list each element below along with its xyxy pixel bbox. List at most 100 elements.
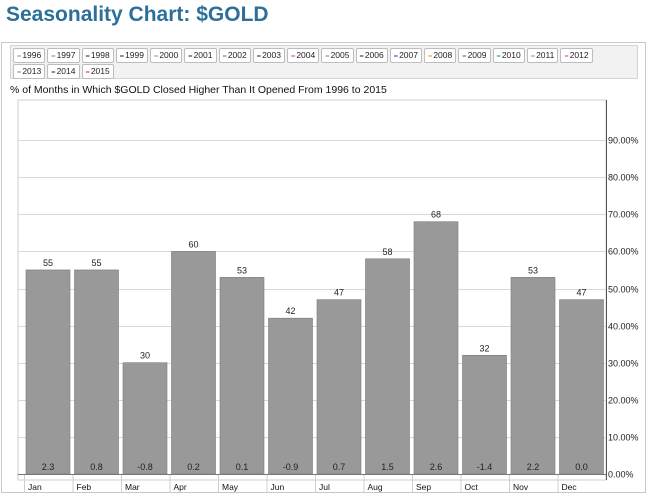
x-tick-label: Nov [513, 482, 529, 492]
legend-year-2012[interactable]: -- 2012 [560, 48, 593, 63]
legend-label: 1999 [125, 50, 144, 60]
legend-swatch: -- [51, 51, 55, 60]
bar [365, 258, 410, 475]
bar [510, 277, 556, 475]
y-tick-label: 60.00% [608, 247, 639, 257]
avg-change-label: -0.8 [137, 462, 153, 472]
legend-label: 1997 [56, 50, 76, 60]
legend-label: 1998 [90, 50, 110, 60]
legend-row: -- 1996 -- 1997 -- 1998 -- 1999 -- 2000 -- 2001 -- 20… [13, 48, 593, 63]
x-tick-label: Apr [174, 482, 187, 492]
bar [122, 362, 168, 475]
y-tick-label: 90.00% [608, 136, 639, 146]
legend-year-2003[interactable]: -- 2003 [252, 48, 285, 63]
legend-swatch: -- [85, 67, 90, 76]
y-tick-label: 70.00% [608, 210, 639, 220]
legend-year-2013[interactable]: -- 2013 [13, 64, 46, 79]
avg-change-label: 2.3 [42, 462, 55, 472]
bar-value-label: 55 [43, 258, 53, 268]
legend-swatch: -- [17, 51, 21, 60]
legend-year-1996[interactable]: -- 1996 [13, 48, 46, 63]
x-tick-label: Jul [319, 482, 330, 492]
page-title: Seasonality Chart: $GOLD [6, 3, 269, 26]
bar [171, 251, 216, 475]
legend-swatch: -- [188, 51, 192, 60]
legend-swatch: -- [325, 51, 329, 60]
avg-change-label: -0.9 [283, 462, 299, 472]
legend-label: 2010 [501, 50, 521, 60]
x-tick-label: Jun [271, 482, 285, 492]
legend-year-2009[interactable]: -- 2009 [458, 48, 491, 63]
bar [559, 299, 604, 475]
legend-year-2002[interactable]: -- 2002 [218, 48, 251, 63]
legend-swatch: -- [154, 51, 158, 60]
y-tick-label: 50.00% [608, 285, 639, 295]
legend-label: 2014 [56, 66, 76, 76]
bar [25, 269, 71, 475]
y-tick-label: 40.00% [608, 322, 639, 332]
legend-year-2005[interactable]: -- 2005 [321, 48, 354, 63]
chart-subtitle: % of Months in Which $GOLD Closed Higher… [10, 84, 387, 96]
legend-year-2008[interactable]: -- 2008 [424, 48, 457, 63]
y-tick-label: 80.00% [608, 173, 639, 183]
legend-swatch: -- [85, 51, 90, 60]
legend-swatch: -- [393, 51, 398, 60]
legend-label: 2008 [433, 50, 453, 60]
year-legend: -- 1996 -- 1997 -- 1998 -- 1999 -- 2000 -- 2001 -- 20… [10, 45, 638, 79]
legend-row: -- 2013 -- 2014 -- 2015 [13, 64, 114, 79]
legend-year-2014[interactable]: -- 2014 [47, 64, 80, 79]
legend-year-1999[interactable]: -- 1999 [115, 48, 148, 63]
bar [413, 221, 459, 475]
legend-swatch: -- [359, 51, 364, 60]
legend-swatch: -- [17, 67, 21, 76]
legend-year-2000[interactable]: -- 2000 [150, 48, 183, 63]
legend-label: 2013 [22, 66, 42, 76]
legend-label: 2007 [399, 50, 418, 60]
legend-swatch: -- [496, 51, 501, 60]
legend-swatch: -- [51, 67, 55, 76]
bar-value-label: 58 [382, 247, 392, 257]
legend-swatch: -- [119, 51, 124, 60]
legend-year-1998[interactable]: -- 1998 [81, 48, 114, 63]
legend-year-2011[interactable]: -- 2011 [526, 48, 559, 63]
y-tick-label: 20.00% [608, 396, 639, 406]
x-tick-label: Oct [465, 482, 479, 492]
legend-label: 2015 [90, 66, 110, 76]
legend-swatch: -- [222, 51, 227, 60]
x-tick-label: Mar [125, 482, 140, 492]
legend-year-1997[interactable]: -- 1997 [47, 48, 80, 63]
bar [74, 269, 119, 475]
x-tick-label: May [222, 482, 239, 492]
avg-change-label: 0.7 [333, 462, 346, 472]
avg-change-label: 1.5 [381, 462, 394, 472]
bar [462, 354, 507, 475]
bar-value-label: 68 [431, 210, 441, 220]
legend-swatch: -- [462, 51, 466, 60]
legend-year-2010[interactable]: -- 2010 [492, 48, 525, 63]
avg-change-label: 0.8 [90, 462, 103, 472]
legend-swatch: -- [256, 51, 261, 60]
legend-year-2015[interactable]: -- 2015 [81, 64, 114, 79]
bar [219, 277, 265, 475]
legend-year-2001[interactable]: -- 2001 [184, 48, 217, 63]
legend-swatch: -- [564, 51, 568, 60]
legend-label: 2003 [262, 50, 281, 60]
bar [268, 317, 313, 475]
legend-label: 2000 [159, 50, 179, 60]
avg-change-label: 0.1 [236, 462, 249, 472]
legend-year-2004[interactable]: -- 2004 [287, 48, 320, 63]
x-tick-label: Feb [77, 482, 92, 492]
bar [316, 299, 362, 475]
avg-change-label: 0.2 [187, 462, 200, 472]
legend-year-2007[interactable]: -- 2007 [389, 48, 422, 63]
bar-value-label: 32 [479, 343, 489, 353]
legend-swatch: -- [428, 51, 432, 60]
legend-label: 1996 [22, 50, 42, 60]
legend-year-2006[interactable]: -- 2006 [355, 48, 388, 63]
legend-label: 2012 [569, 50, 589, 60]
y-tick-label: 30.00% [608, 359, 639, 369]
avg-change-label: 2.6 [430, 462, 443, 472]
legend-label: 2002 [227, 50, 247, 60]
bar-value-label: 47 [576, 288, 586, 298]
